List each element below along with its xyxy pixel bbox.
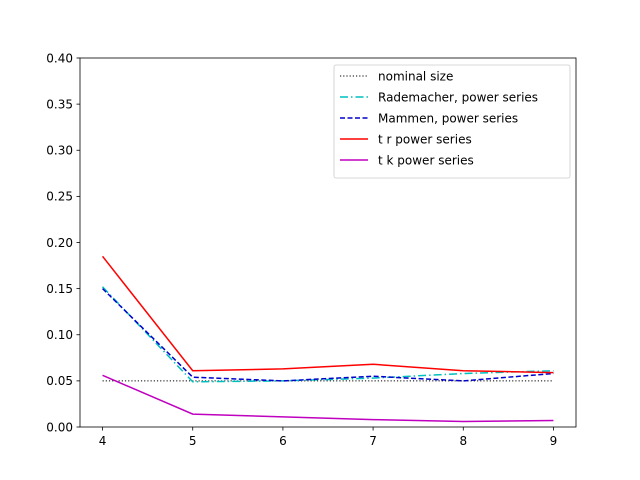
- legend-label-1: Rademacher, power series: [378, 91, 538, 105]
- plot-area: [101, 255, 554, 423]
- y-tick-label: 0.00: [46, 420, 73, 434]
- legend-box: [333, 64, 571, 179]
- y-tick-label: 0.30: [46, 144, 73, 158]
- x-tick-label: 6: [279, 434, 287, 448]
- x-tick-label: 9: [550, 434, 558, 448]
- y-tick-label: 0.10: [46, 328, 73, 342]
- y-tick-label: 0.20: [46, 236, 73, 250]
- legend-label-3: t r power series: [378, 133, 472, 147]
- x-tick-label: 8: [459, 434, 467, 448]
- series-line-1: [102, 286, 554, 383]
- series-line-4: [102, 374, 554, 423]
- legend-label-0: nominal size: [378, 70, 453, 84]
- series-line-2: [102, 288, 554, 382]
- y-tick-label: 0.40: [46, 51, 73, 65]
- series-line-3: [101, 255, 554, 374]
- x-tick-label: 5: [189, 434, 197, 448]
- legend: nominal size Rademacher, power series Mamm…: [333, 64, 571, 179]
- axes: 4 5 6 7 8 9 0.00 0.05 0.10 0.15 0.20 0.25 0.30 0.35 0.…: [46, 51, 577, 448]
- y-tick-label: 0.35: [46, 97, 73, 111]
- x-tick-label: 7: [369, 434, 377, 448]
- legend-label-2: Mammen, power series: [378, 112, 518, 126]
- legend-label-4: t k power series: [378, 154, 474, 168]
- y-tick-label: 0.25: [46, 190, 73, 204]
- x-tick-label: 4: [99, 434, 107, 448]
- y-tick-label: 0.05: [46, 374, 73, 388]
- y-tick-label: 0.15: [46, 282, 73, 296]
